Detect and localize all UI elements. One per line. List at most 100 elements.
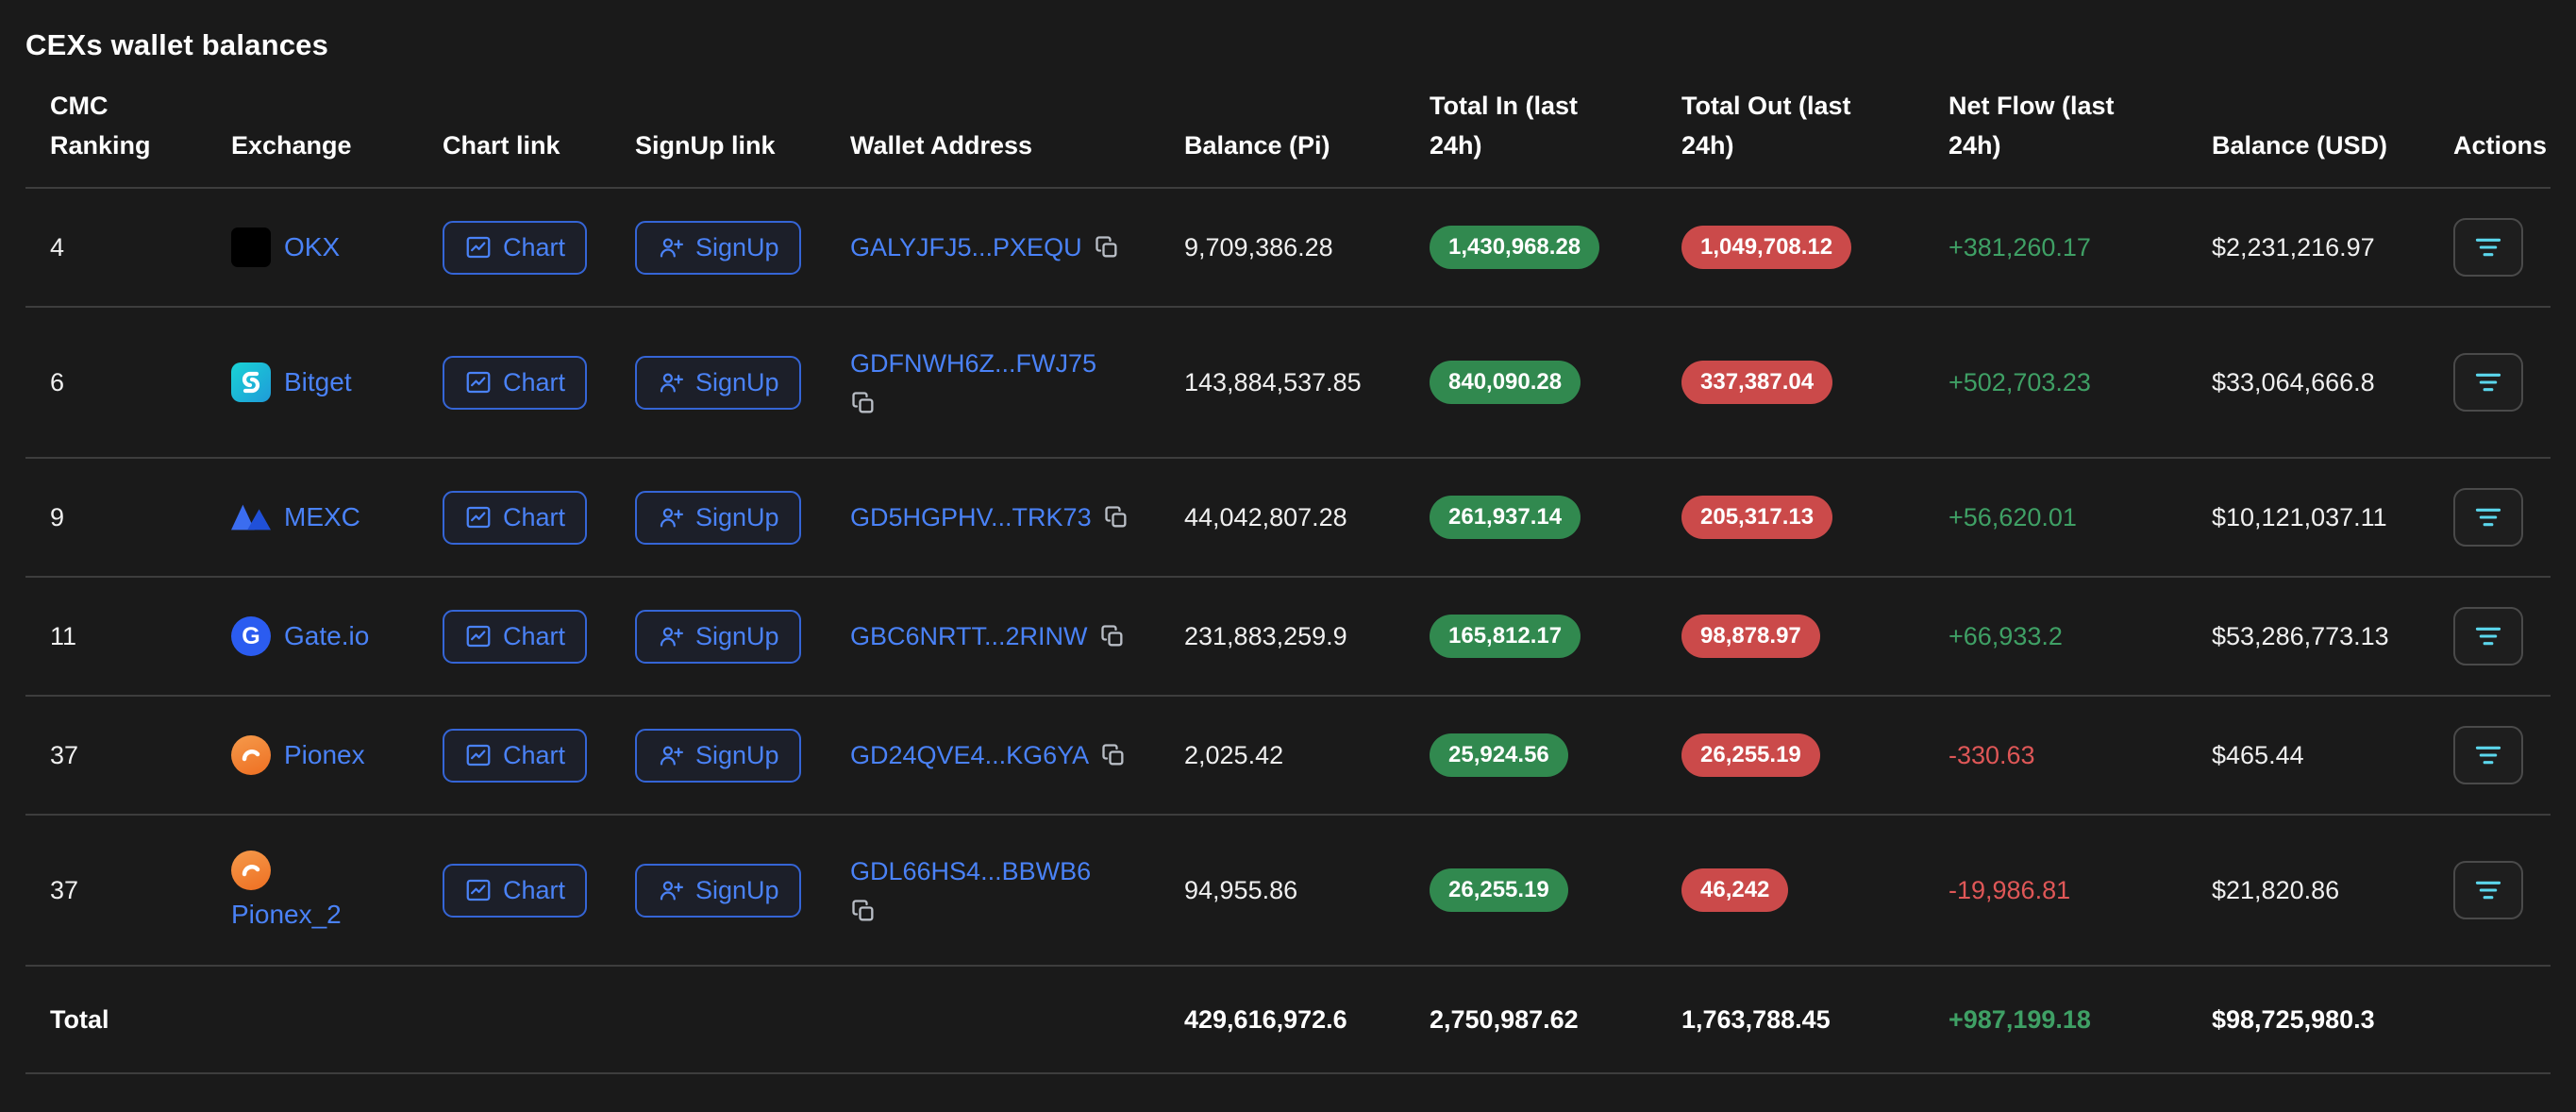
net-flow-cell: +66,933.2 bbox=[1949, 622, 2212, 651]
col-header-cmc-ranking-label: CMC Ranking bbox=[50, 87, 173, 166]
balance-pi-cell: 9,709,386.28 bbox=[1184, 233, 1430, 262]
actions-cell bbox=[2453, 488, 2538, 547]
actions-button[interactable] bbox=[2453, 607, 2523, 666]
exchange-link[interactable]: Pionex bbox=[284, 740, 365, 770]
signup-button[interactable]: SignUp bbox=[635, 356, 801, 410]
cmc-ranking-cell: 6 bbox=[50, 368, 231, 397]
balance-usd-cell: $21,820.86 bbox=[2212, 876, 2453, 905]
total-out-badge: 337,387.04 bbox=[1681, 361, 1832, 404]
cmc-ranking-cell: 37 bbox=[50, 741, 231, 770]
signup-button[interactable]: SignUp bbox=[635, 491, 801, 545]
signup-button[interactable]: SignUp bbox=[635, 221, 801, 275]
total-in-badge: 25,924.56 bbox=[1430, 733, 1568, 777]
wallet-address-link[interactable]: GBC6NRTT...2RINW bbox=[850, 622, 1088, 651]
actions-cell bbox=[2453, 218, 2538, 277]
copy-button[interactable] bbox=[850, 898, 1169, 924]
cex-balances-table: CMC Ranking Exchange Chart link SignUp l… bbox=[25, 62, 2551, 1074]
total-net-flow-value: +987,199.18 bbox=[1949, 1005, 2091, 1034]
signup-link-cell: SignUp bbox=[635, 491, 850, 545]
copy-button[interactable] bbox=[850, 390, 1169, 416]
net-flow-value: +381,260.17 bbox=[1949, 233, 2091, 261]
signup-link-cell: SignUp bbox=[635, 221, 850, 275]
copy-icon bbox=[1099, 623, 1126, 649]
bitget-logo bbox=[231, 362, 271, 402]
wallet-address-cell: GBC6NRTT...2RINW bbox=[850, 622, 1184, 651]
net-flow-value: +66,933.2 bbox=[1949, 622, 2063, 650]
total-label: Total bbox=[50, 1005, 231, 1035]
chart-button[interactable]: Chart bbox=[443, 610, 587, 664]
chart-button[interactable]: Chart bbox=[443, 864, 587, 918]
col-header-balance-usd: Balance (USD) bbox=[2212, 126, 2453, 166]
wallet-address-link[interactable]: GD24QVE4...KG6YA bbox=[850, 741, 1089, 770]
page-title: CEXs wallet balances bbox=[25, 28, 2551, 62]
col-header-net-flow: Net Flow (last 24h) bbox=[1949, 87, 2212, 166]
total-out-cell: 337,387.04 bbox=[1681, 361, 1949, 404]
chart-button[interactable]: Chart bbox=[443, 729, 587, 783]
wallet-address-link[interactable]: GDFNWH6Z...FWJ75 bbox=[850, 349, 1096, 379]
actions-cell bbox=[2453, 726, 2538, 784]
net-flow-cell: +502,703.23 bbox=[1949, 368, 2212, 397]
actions-button[interactable] bbox=[2453, 353, 2523, 412]
wallet-address-link[interactable]: GALYJFJ5...PXEQU bbox=[850, 233, 1082, 262]
signup-button[interactable]: SignUp bbox=[635, 610, 801, 664]
actions-button[interactable] bbox=[2453, 488, 2523, 547]
balance-usd-cell: $10,121,037.11 bbox=[2212, 503, 2453, 532]
exchange-link[interactable]: OKX bbox=[284, 232, 340, 262]
copy-icon bbox=[1100, 742, 1127, 768]
exchange-cell: Pionex bbox=[231, 735, 443, 775]
col-header-actions: Actions bbox=[2453, 126, 2562, 166]
exchange-cell: G Gate.io bbox=[231, 616, 443, 656]
total-balance-usd: $98,725,980.3 bbox=[2212, 1005, 2453, 1035]
chart-button-label: Chart bbox=[503, 622, 565, 651]
signup-button[interactable]: SignUp bbox=[635, 864, 801, 918]
copy-button[interactable] bbox=[1094, 234, 1120, 261]
filter-icon bbox=[2471, 738, 2505, 772]
chart-link-cell: Chart bbox=[443, 356, 635, 410]
signup-link-cell: SignUp bbox=[635, 864, 850, 918]
exchange-link[interactable]: Bitget bbox=[284, 367, 352, 397]
chart-button[interactable]: Chart bbox=[443, 221, 587, 275]
actions-button[interactable] bbox=[2453, 861, 2523, 919]
wallet-address-cell: GDL66HS4...BBWB6 bbox=[850, 857, 1184, 924]
total-in-cell: 26,255.19 bbox=[1430, 868, 1681, 912]
exchange-link[interactable]: MEXC bbox=[284, 502, 360, 532]
exchange-link[interactable]: Gate.io bbox=[284, 621, 369, 651]
total-out-cell: 98,878.97 bbox=[1681, 615, 1949, 658]
net-flow-value: +502,703.23 bbox=[1949, 368, 2091, 396]
net-flow-cell: -330.63 bbox=[1949, 741, 2212, 770]
pionex-logo bbox=[231, 851, 271, 890]
copy-button[interactable] bbox=[1099, 623, 1126, 649]
total-in-cell: 165,812.17 bbox=[1430, 615, 1681, 658]
copy-button[interactable] bbox=[1100, 742, 1127, 768]
total-in-badge: 165,812.17 bbox=[1430, 615, 1581, 658]
actions-cell bbox=[2453, 861, 2538, 919]
copy-button[interactable] bbox=[1103, 504, 1129, 531]
wallet-address-link[interactable]: GDL66HS4...BBWB6 bbox=[850, 857, 1091, 886]
actions-button[interactable] bbox=[2453, 218, 2523, 277]
chart-link-cell: Chart bbox=[443, 729, 635, 783]
user-plus-icon bbox=[657, 876, 685, 904]
chart-button[interactable]: Chart bbox=[443, 356, 587, 410]
table-row-okx: 4 OKX Chart SignUp GALYJFJ5...PXEQU bbox=[25, 189, 2551, 308]
user-plus-icon bbox=[657, 503, 685, 531]
total-out-cell: 205,317.13 bbox=[1681, 496, 1949, 539]
net-flow-cell: -19,986.81 bbox=[1949, 876, 2212, 905]
chart-button[interactable]: Chart bbox=[443, 491, 587, 545]
signup-button[interactable]: SignUp bbox=[635, 729, 801, 783]
wallet-address-link[interactable]: GD5HGPHV...TRK73 bbox=[850, 503, 1092, 532]
copy-icon bbox=[850, 898, 877, 924]
total-out-badge: 26,255.19 bbox=[1681, 733, 1820, 777]
chart-button-label: Chart bbox=[503, 368, 565, 397]
total-out-badge: 98,878.97 bbox=[1681, 615, 1820, 658]
table-row-gateio: 11 G Gate.io Chart SignUp GBC6NRTT...2RI… bbox=[25, 578, 2551, 697]
exchange-link[interactable]: Pionex_2 bbox=[231, 900, 427, 930]
exchange-cell: Bitget bbox=[231, 362, 443, 402]
exchange-cell: Pionex_2 bbox=[231, 851, 443, 930]
total-in-badge: 261,937.14 bbox=[1430, 496, 1581, 539]
gateio-logo: G bbox=[231, 616, 271, 656]
actions-button[interactable] bbox=[2453, 726, 2523, 784]
net-flow-cell: +381,260.17 bbox=[1949, 233, 2212, 262]
col-header-total-in-label: Total In (last 24h) bbox=[1430, 87, 1635, 166]
signup-button-label: SignUp bbox=[695, 622, 779, 651]
col-header-cmc-ranking: CMC Ranking bbox=[50, 87, 231, 166]
